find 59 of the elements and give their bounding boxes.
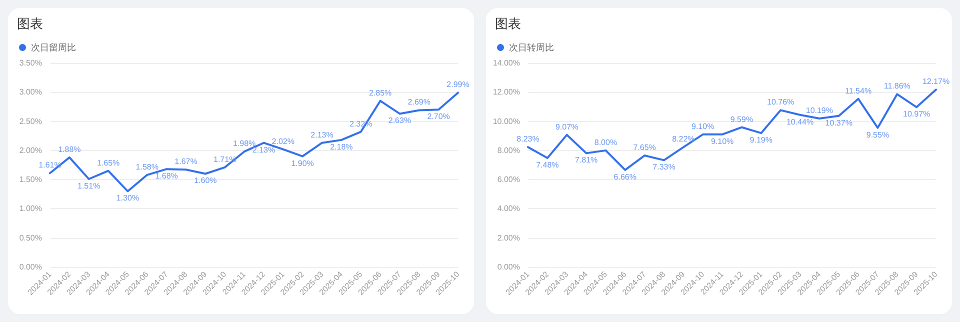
- y-tick-label: 6.00%: [497, 175, 520, 184]
- data-label: 9.10%: [710, 136, 734, 146]
- data-label: 9.55%: [866, 130, 890, 140]
- y-tick-label: 2.50%: [19, 116, 42, 126]
- data-label: 1.51%: [78, 181, 100, 190]
- y-tick-label: 0.00%: [19, 262, 42, 272]
- data-label: 2.85%: [368, 88, 392, 98]
- data-label: 2.70%: [427, 112, 450, 122]
- data-label: 7.48%: [536, 160, 559, 170]
- data-label: 10.19%: [806, 106, 833, 116]
- y-tick-label: 8.00%: [497, 146, 520, 155]
- data-label: 9.59%: [730, 114, 754, 124]
- y-tick-label: 0.00%: [497, 262, 520, 272]
- y-tick-label: 4.00%: [497, 204, 520, 214]
- legend-label: 次日留周比: [31, 42, 76, 52]
- data-label: 7.33%: [652, 162, 676, 172]
- legend-label: 次日转周比: [509, 42, 554, 52]
- data-label: 1.88%: [58, 144, 81, 154]
- data-label: 12.17%: [922, 77, 950, 86]
- data-label: 1.30%: [116, 194, 140, 203]
- data-label: 10.97%: [903, 110, 930, 119]
- data-label: 10.44%: [786, 117, 814, 126]
- data-label: 9.19%: [750, 136, 772, 145]
- y-tick-label: 2.00%: [19, 146, 42, 155]
- data-label: 1.90%: [291, 158, 314, 168]
- y-tick-label: 1.50%: [19, 175, 42, 184]
- chart-title: 图表: [495, 16, 521, 31]
- data-label: 1.60%: [194, 176, 217, 186]
- data-label: 7.81%: [574, 156, 598, 165]
- y-tick-label: 14.00%: [492, 58, 520, 68]
- data-label: 9.10%: [692, 122, 714, 131]
- data-label: 9.07%: [556, 122, 578, 132]
- data-label: 2.99%: [446, 80, 470, 90]
- data-label: 8.22%: [672, 134, 695, 144]
- y-tick-label: 1.00%: [19, 204, 42, 214]
- y-tick-label: 10.00%: [492, 116, 520, 126]
- data-label: 10.37%: [825, 118, 852, 128]
- data-label: 2.02%: [272, 136, 294, 146]
- data-label: 2.18%: [330, 142, 353, 152]
- data-label: 7.65%: [633, 143, 656, 152]
- data-label: 1.58%: [136, 162, 158, 172]
- data-label: 10.76%: [767, 98, 794, 107]
- data-label: 11.86%: [884, 82, 910, 91]
- chart-title: 图表: [17, 16, 43, 31]
- y-tick-label: 0.50%: [19, 233, 42, 242]
- data-label: 6.66%: [614, 172, 636, 182]
- data-label: 1.67%: [174, 157, 198, 166]
- data-label: 8.23%: [516, 134, 540, 144]
- y-tick-label: 2.00%: [497, 233, 520, 242]
- data-label: 11.54%: [845, 86, 872, 96]
- data-label: 1.68%: [155, 172, 178, 181]
- data-label: 1.65%: [96, 158, 120, 168]
- y-tick-label: 3.00%: [19, 88, 42, 97]
- data-label: 8.00%: [594, 138, 618, 147]
- data-label: 2.13%: [310, 130, 334, 140]
- y-tick-label: 3.50%: [19, 58, 42, 68]
- data-label: 2.63%: [388, 116, 412, 126]
- y-tick-label: 12.00%: [492, 88, 520, 97]
- data-label: 2.69%: [408, 98, 430, 107]
